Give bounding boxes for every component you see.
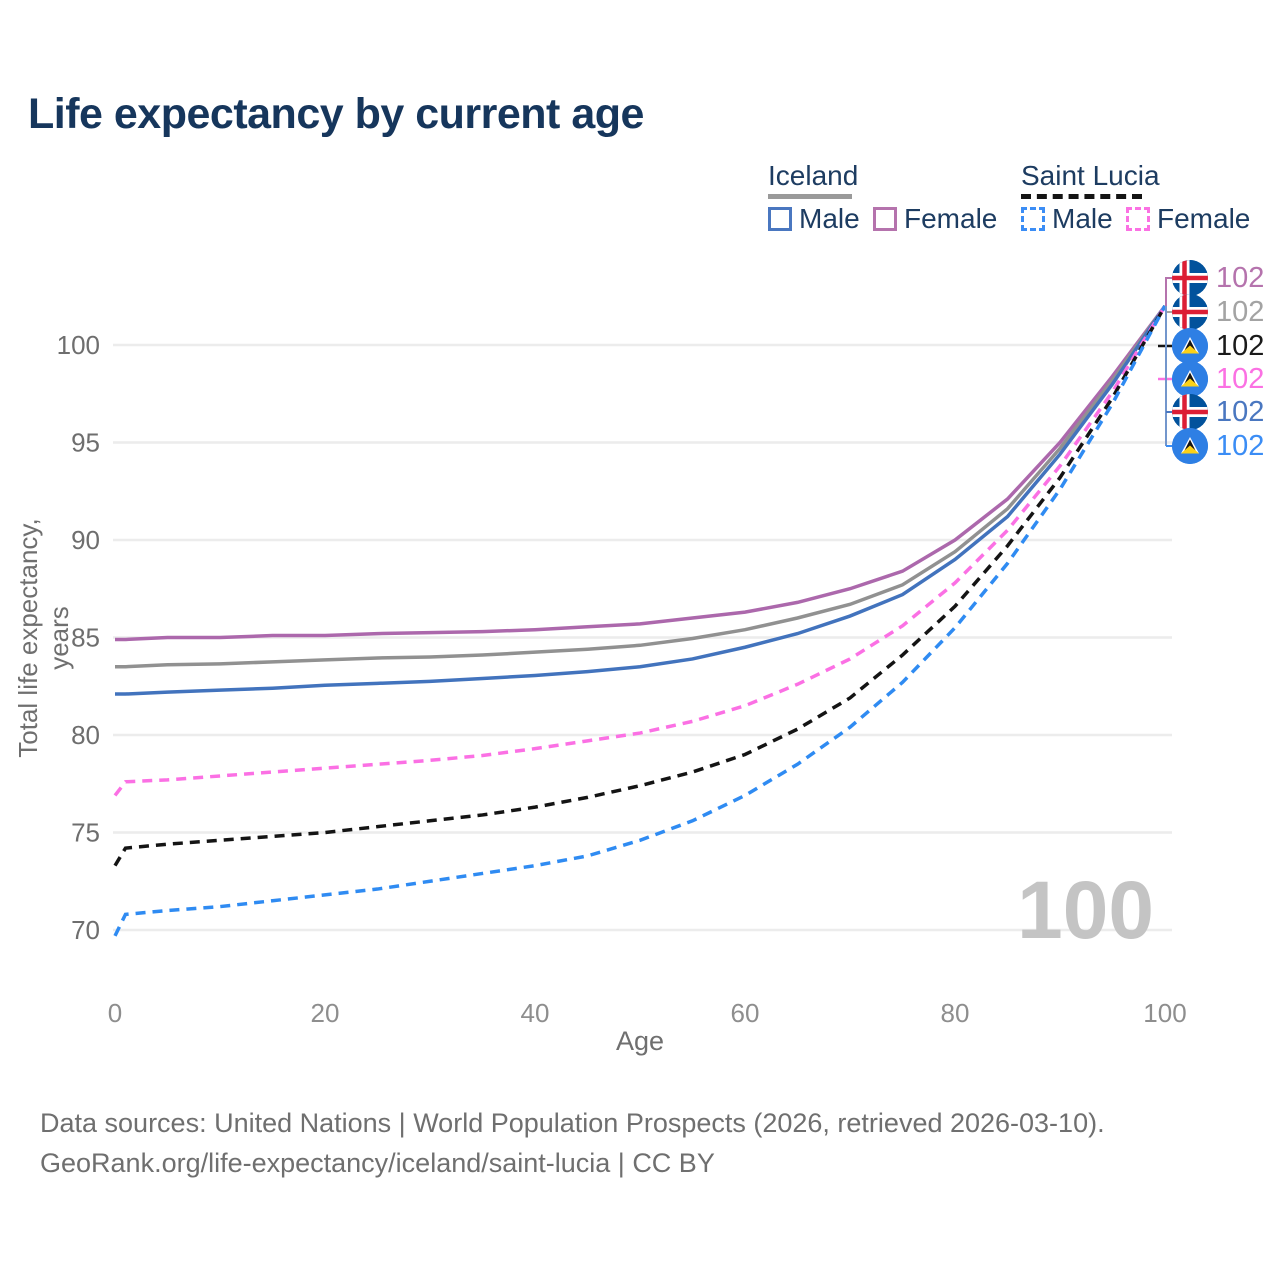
y-tick-label: 100 <box>57 330 100 360</box>
page-title: Life expectancy by current age <box>28 90 644 138</box>
series-line-iceland-female <box>115 304 1167 642</box>
y-tick-label: 80 <box>71 720 100 750</box>
end-label-value: 102 <box>1216 296 1265 328</box>
end-label-iceland-female: 102 <box>1172 260 1264 296</box>
legend-saint-lucia-line-sample <box>1021 194 1142 199</box>
y-tick-label: 90 <box>71 525 100 555</box>
iceland-flag-icon <box>1172 394 1208 430</box>
iceland-flag-icon <box>1172 294 1208 330</box>
legend-swatch-saint-lucia-male[interactable] <box>1021 207 1045 231</box>
data-source-line: Data sources: United Nations | World Pop… <box>40 1108 1105 1138</box>
saint-lucia-flag-icon <box>1172 361 1208 397</box>
end-label-value: 102 <box>1216 330 1265 362</box>
end-label-value: 102 <box>1216 430 1265 462</box>
end-label-saint-lucia-female: 102 <box>1172 361 1264 397</box>
x-tick-label: 100 <box>1143 998 1186 1028</box>
end-label-value: 102 <box>1216 363 1265 395</box>
legend-swatch-iceland-female[interactable] <box>873 207 897 231</box>
end-label-iceland-all: 102 <box>1172 294 1264 330</box>
x-tick-label: 60 <box>731 998 760 1028</box>
attribution-line: GeoRank.org/life-expectancy/iceland/sain… <box>40 1148 715 1178</box>
iceland-flag-icon <box>1172 260 1208 296</box>
saint-lucia-flag-icon <box>1172 428 1208 464</box>
end-label-saint-lucia-all: 102 <box>1172 328 1264 364</box>
saint-lucia-flag-icon <box>1172 428 1208 464</box>
series-line-saint-lucia-female <box>113 305 1167 797</box>
y-tick-label: 75 <box>71 818 100 848</box>
series-line-saint-lucia-male <box>113 305 1167 937</box>
series-line-iceland-all <box>115 304 1167 669</box>
iceland-flag-icon <box>1172 260 1208 296</box>
x-tick-label: 80 <box>941 998 970 1028</box>
x-tick-label: 40 <box>521 998 550 1028</box>
watermark-age: 100 <box>1017 865 1154 956</box>
legend-item-iceland-female[interactable]: Female <box>904 203 998 234</box>
end-label-iceland-male: 102 <box>1172 394 1264 430</box>
legend-group-title-saint-lucia: Saint Lucia <box>1021 160 1160 191</box>
y-tick-label: 95 <box>71 428 100 458</box>
saint-lucia-flag-icon <box>1172 328 1208 364</box>
iceland-flag-icon <box>1172 394 1208 430</box>
iceland-flag-icon <box>1172 294 1208 330</box>
end-label-value: 102 <box>1216 262 1265 294</box>
legend-swatch-iceland-male[interactable] <box>768 207 792 231</box>
legend-swatch-saint-lucia-female[interactable] <box>1126 207 1150 231</box>
legend-item-saint-lucia-female[interactable]: Female <box>1157 203 1251 234</box>
x-tick-label: 0 <box>108 998 122 1028</box>
legend-group-title-iceland: Iceland <box>768 160 859 191</box>
y-axis-title: Total life expectancy, years <box>13 518 74 758</box>
legend-item-iceland-male[interactable]: Male <box>799 203 860 234</box>
legend-iceland-line-sample <box>768 194 852 199</box>
series-line-saint-lucia-all <box>113 305 1167 867</box>
x-axis-title: Age <box>615 1026 665 1056</box>
end-label-saint-lucia-male: 102 <box>1172 428 1264 464</box>
end-label-value: 102 <box>1216 396 1265 428</box>
series-line-iceland-male <box>115 305 1167 696</box>
y-tick-label: 85 <box>71 623 100 653</box>
y-tick-label: 70 <box>71 915 100 945</box>
x-tick-label: 20 <box>311 998 340 1028</box>
legend-item-saint-lucia-male[interactable]: Male <box>1052 203 1113 234</box>
saint-lucia-flag-icon <box>1172 328 1208 364</box>
saint-lucia-flag-icon <box>1172 361 1208 397</box>
